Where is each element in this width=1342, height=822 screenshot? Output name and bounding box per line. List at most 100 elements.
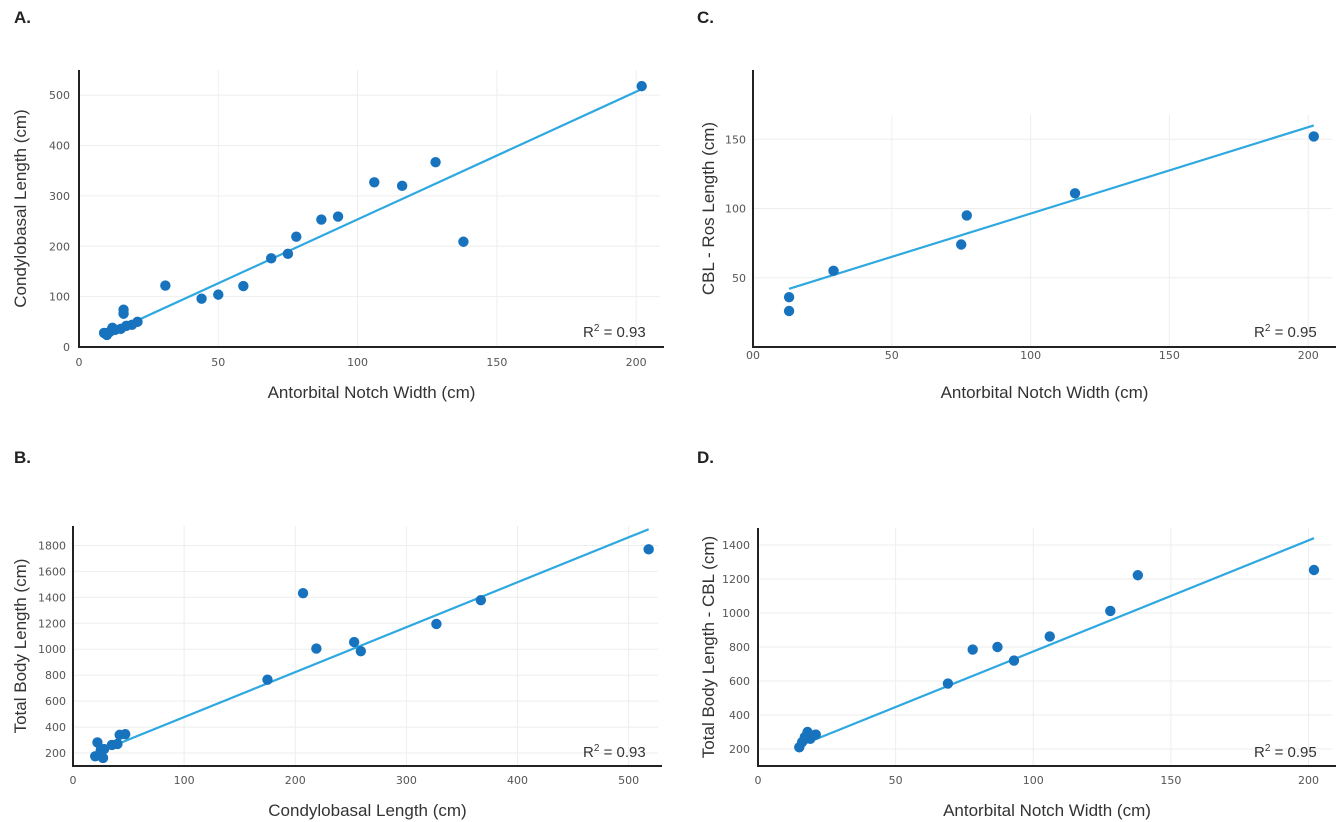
y-tick-label: 500	[49, 89, 70, 102]
r-squared-symbol: R	[583, 744, 594, 761]
data-point	[961, 210, 972, 221]
data-point	[348, 636, 360, 648]
data-point	[636, 80, 647, 92]
data-point	[783, 291, 795, 303]
panel-letter: A.	[14, 8, 31, 27]
chart-panel-b: B. 0 100 200 300 400 500 200 400 600 800 1000 1200 14…	[11, 448, 662, 820]
data-point	[160, 280, 171, 291]
x-tick-label: 100	[1023, 774, 1044, 787]
data-point	[1308, 131, 1319, 142]
data-point	[967, 644, 978, 655]
x-axis-title: Antorbital Notch Width (cm)	[268, 383, 476, 402]
data-point	[316, 214, 327, 225]
data-point	[1308, 564, 1320, 576]
r-squared-exponent: 2	[1265, 323, 1271, 334]
r-squared-exponent: 2	[594, 743, 600, 754]
x-tick-label: 100	[347, 356, 368, 369]
y-axis-title: Total Body Length - CBL (cm)	[699, 536, 718, 758]
data-point	[332, 211, 344, 222]
y-tick-label: 1200	[38, 617, 66, 630]
r-squared-exponent: 2	[594, 323, 600, 334]
data-point	[355, 645, 367, 657]
y-tick-label: 200	[729, 743, 750, 756]
chart-panel-a: A. 0 50 100 150 200 0 100 200 300 400 500 Antorbital…	[11, 8, 664, 402]
r-squared-value: = 0.93	[599, 324, 645, 341]
data-point	[396, 180, 408, 192]
data-point	[118, 308, 129, 319]
x-axis-title: Antorbital Notch Width (cm)	[943, 801, 1151, 820]
x-tick-label: 0	[70, 774, 77, 787]
y-tick-label: 200	[45, 747, 66, 760]
data-point	[114, 729, 125, 741]
x-tick-label: 300	[396, 774, 417, 787]
x-tick-label: 200	[1298, 349, 1319, 362]
x-tick-label: 200	[285, 774, 306, 787]
x-tick-label: 50	[211, 356, 225, 369]
data-point	[106, 739, 118, 751]
r-squared-label: R2 = 0.95	[1254, 743, 1317, 761]
data-point	[475, 595, 487, 606]
y-tick-label: 1400	[722, 539, 750, 552]
y-tick-label: 300	[49, 190, 70, 203]
y-axis-title: Total Body Length (cm)	[11, 559, 30, 734]
regression-line	[100, 88, 643, 338]
y-tick-label: 100	[49, 291, 70, 304]
data-point	[262, 674, 273, 685]
r-squared-value: = 0.93	[599, 744, 645, 761]
y-tick-label: 600	[729, 675, 750, 688]
r-squared-value: = 0.95	[1270, 744, 1316, 761]
x-tick-label: 100	[174, 774, 195, 787]
r-squared-value: = 0.95	[1270, 324, 1316, 341]
data-point	[238, 280, 249, 292]
y-tick-label: 1000	[38, 643, 66, 656]
data-point	[992, 641, 1003, 653]
data-point	[1132, 570, 1144, 581]
chart-panel-d: D. 0 50 100 150 200 200 400 600 800 1000 1200 1400 An…	[697, 448, 1336, 820]
data-point	[97, 752, 109, 764]
y-tick-label: 600	[45, 695, 66, 708]
r-squared-label: R2 = 0.93	[583, 743, 646, 761]
x-tick-label: 50	[889, 774, 903, 787]
data-point	[101, 329, 113, 341]
data-point	[956, 239, 967, 250]
x-tick-label: 150	[486, 356, 507, 369]
y-tick-label: 800	[45, 669, 66, 682]
x-tick-label: 0	[755, 774, 762, 787]
data-point	[266, 253, 277, 264]
data-point	[828, 265, 839, 277]
y-tick-label: 1400	[38, 591, 66, 604]
y-tick-label: 150	[725, 133, 746, 146]
data-point	[643, 544, 654, 555]
y-tick-label: 400	[49, 140, 70, 153]
x-tick-label: 400	[507, 774, 528, 787]
r-squared-symbol: R	[1254, 744, 1265, 761]
regression-line	[788, 124, 1315, 290]
r-squared-symbol: R	[583, 324, 594, 341]
panel-letter: C.	[697, 8, 714, 27]
data-point	[1069, 188, 1081, 199]
y-tick-label: 400	[729, 709, 750, 722]
data-point	[213, 289, 224, 300]
y-tick-label: 50	[732, 272, 746, 285]
data-point	[196, 293, 207, 304]
data-point	[430, 156, 441, 168]
regression-line	[94, 528, 650, 755]
data-point	[458, 236, 469, 247]
x-axis-title: Antorbital Notch Width (cm)	[941, 383, 1149, 402]
x-tick-label: 200	[626, 356, 647, 369]
data-point	[90, 751, 101, 762]
y-axis-title: CBL - Ros Length (cm)	[699, 122, 718, 295]
data-point	[431, 618, 442, 630]
data-point	[369, 177, 380, 188]
r-squared-exponent: 2	[1265, 743, 1271, 754]
regression-line	[801, 537, 1315, 746]
y-tick-label: 1000	[722, 607, 750, 620]
x-tick-label: 00	[746, 349, 760, 362]
x-tick-label: 0	[76, 356, 83, 369]
r-squared-symbol: R	[1254, 324, 1265, 341]
data-point	[1008, 655, 1020, 666]
x-tick-label: 500	[618, 774, 639, 787]
chart-panel-c: C. 00 50 100 150 200 50 100 150 Antorbital Notch …	[697, 8, 1336, 402]
y-tick-label: 800	[729, 641, 750, 654]
data-point	[291, 231, 302, 242]
